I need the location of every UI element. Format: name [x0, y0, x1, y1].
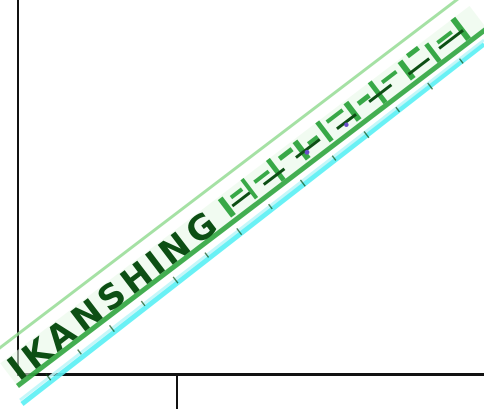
horizontal-axis-line	[17, 373, 484, 376]
vertical-axis-line	[17, 0, 19, 376]
axis-tick-mark	[176, 373, 178, 409]
diagonal-glow-band	[19, 38, 484, 406]
diagonal-lettering: I K A N S H I N G	[0, 0, 484, 389]
